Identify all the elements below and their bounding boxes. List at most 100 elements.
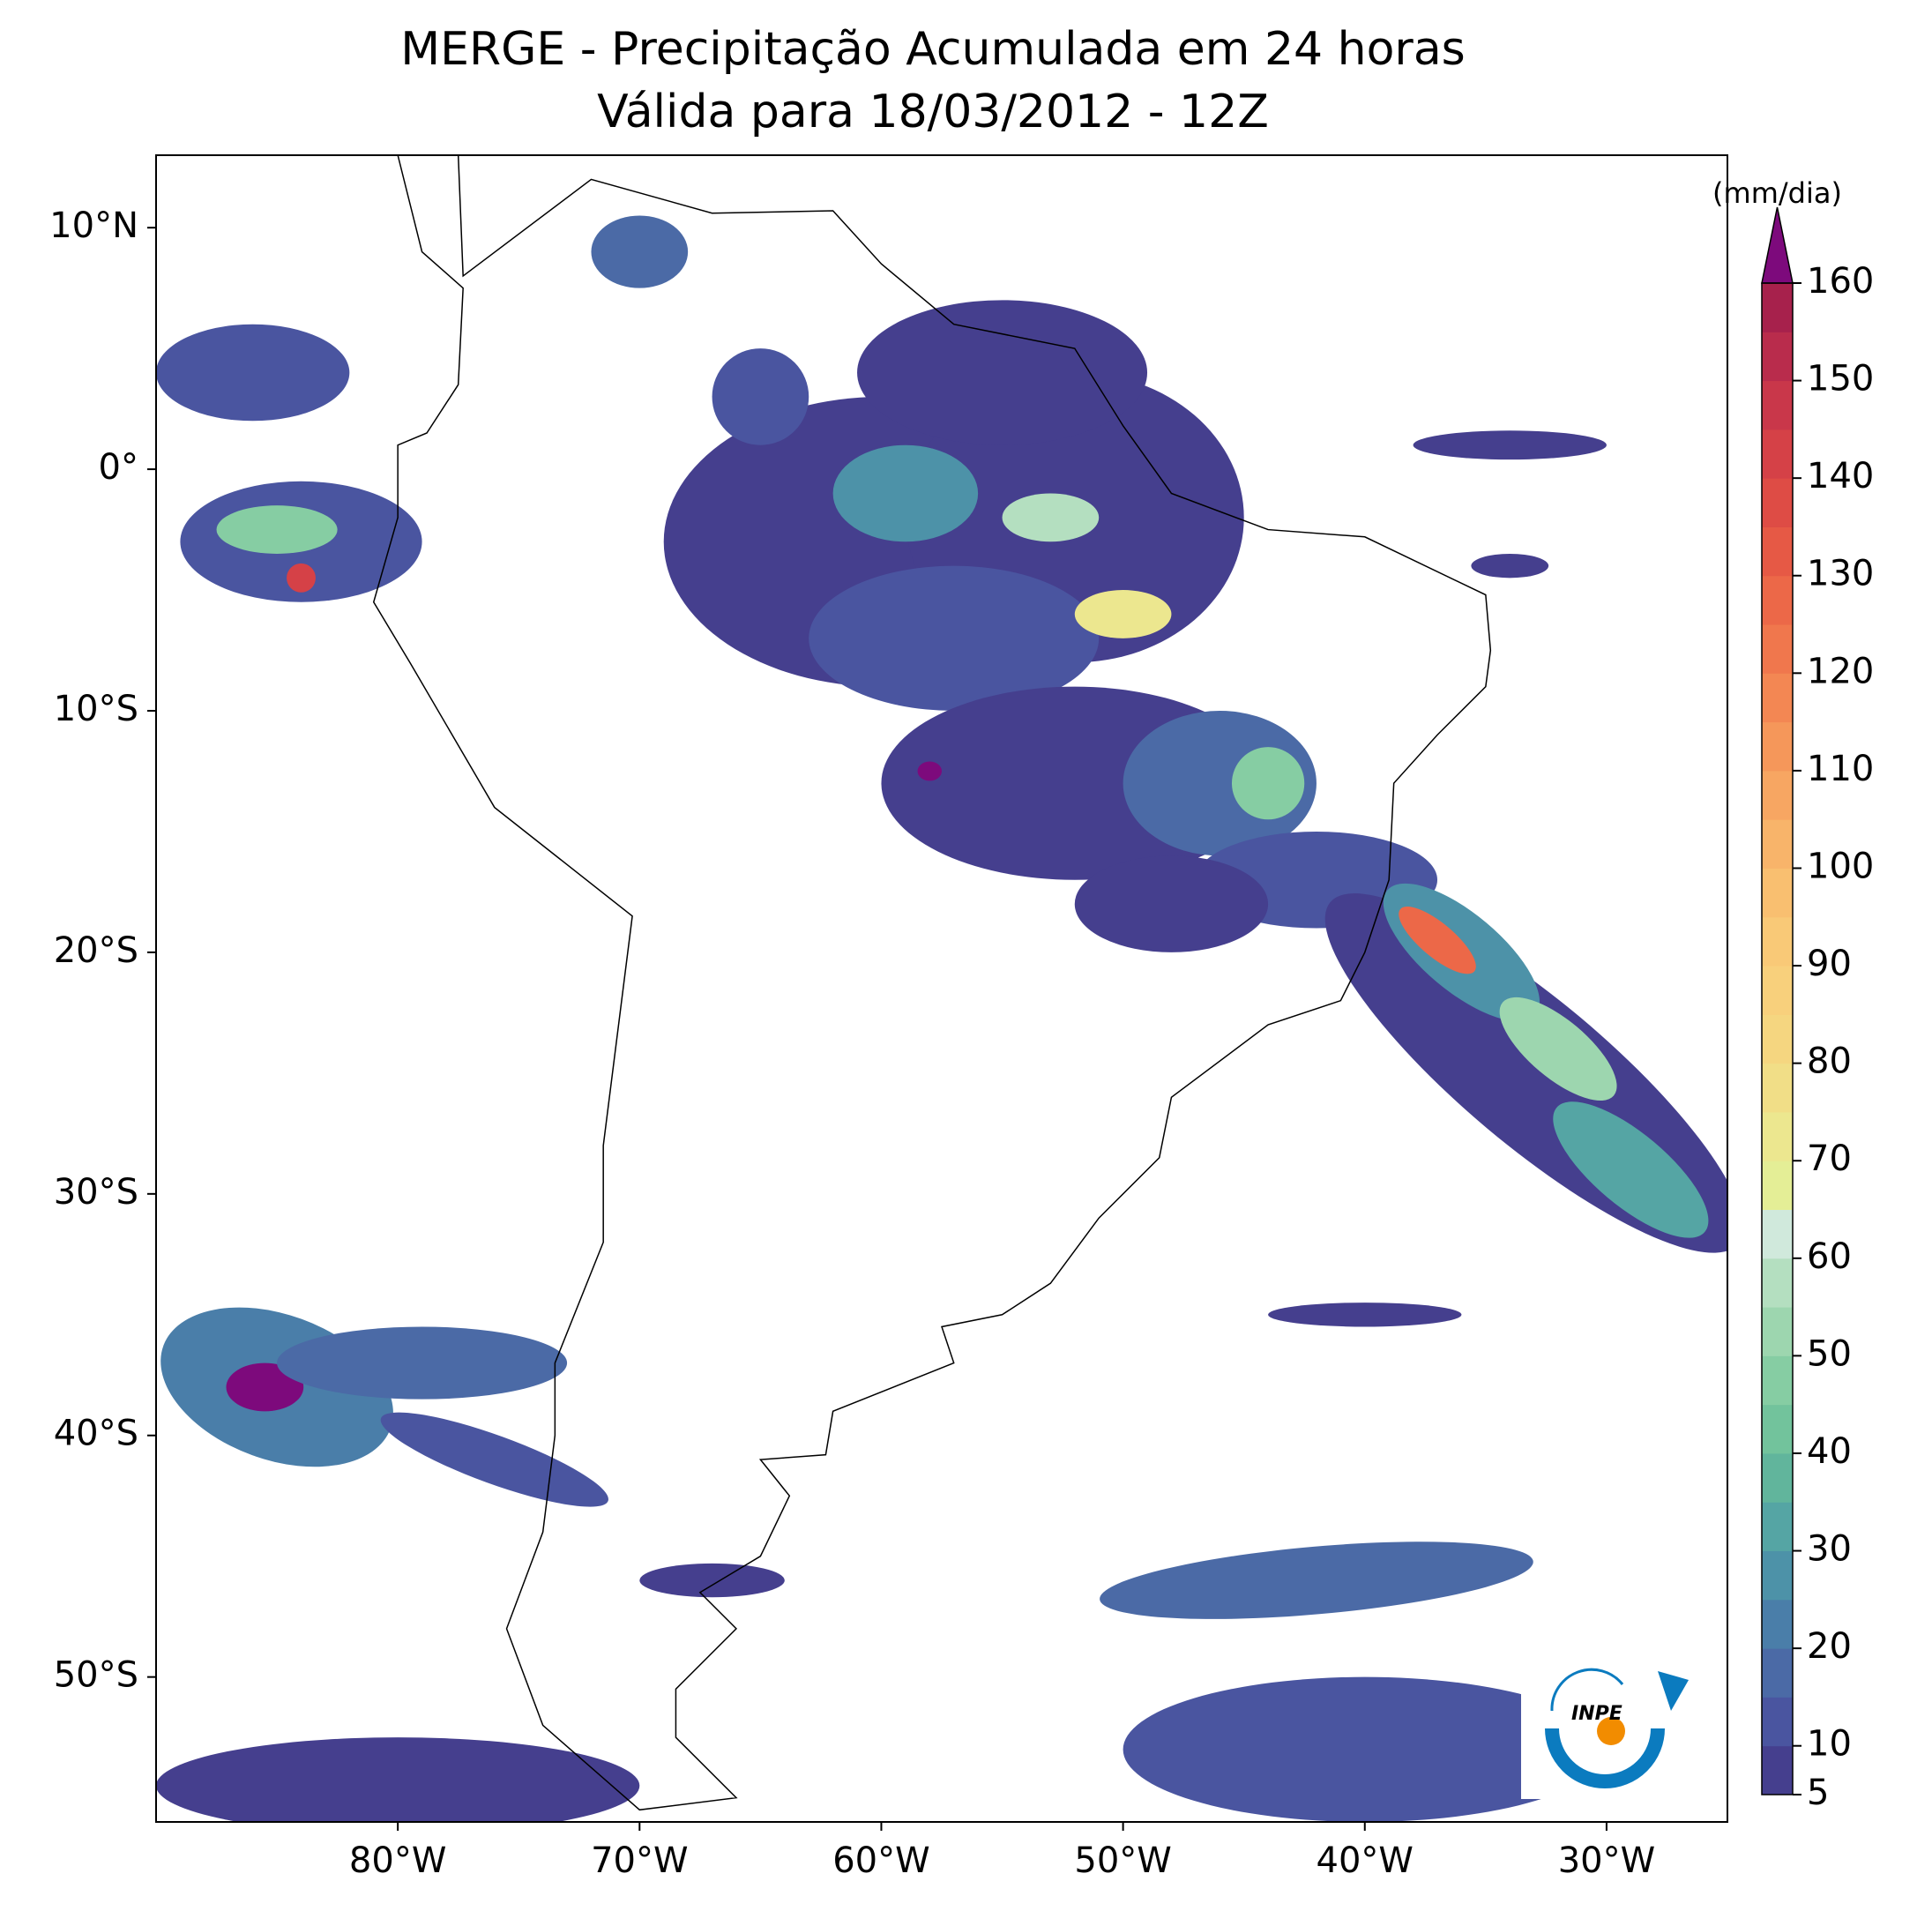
rain-area xyxy=(226,1362,304,1412)
colorbar-band xyxy=(1762,283,1793,332)
colorbar-tick-label: 60 xyxy=(1807,1236,1852,1277)
rain-area xyxy=(216,505,338,554)
map-frame xyxy=(155,154,1728,1823)
colorbar-tick-label: 30 xyxy=(1807,1529,1852,1570)
colorbar-frame xyxy=(1761,282,1794,1795)
colorbar-band xyxy=(1762,1258,1793,1308)
y-tick-label: 50°S xyxy=(54,1655,138,1696)
logo: INPE xyxy=(1521,1657,1725,1799)
rain-area xyxy=(380,1412,608,1507)
rain-area xyxy=(809,565,1100,712)
logo-text: INPE xyxy=(1571,1703,1622,1725)
y-tick-label: 0° xyxy=(99,447,138,488)
colorbar-band xyxy=(1762,1404,1793,1454)
colorbar-band xyxy=(1762,1648,1793,1698)
colorbar-tick-label: 100 xyxy=(1807,846,1874,886)
rain-area xyxy=(1123,1676,1607,1822)
rain-area xyxy=(277,1326,568,1400)
precipitation-field xyxy=(156,215,1727,1822)
rain-area xyxy=(1268,1303,1462,1327)
rain-area xyxy=(1231,747,1305,820)
y-tick-label: 30°S xyxy=(54,1172,138,1213)
colorbar-extend xyxy=(1761,206,1794,284)
coastline xyxy=(372,155,1492,1811)
colorbar-tick-label: 150 xyxy=(1807,359,1874,399)
rain-area xyxy=(1074,855,1269,952)
colorbar-band xyxy=(1762,1697,1793,1747)
rain-area xyxy=(1002,493,1100,542)
colorbar-tick-label: 50 xyxy=(1807,1333,1852,1374)
colorbar-band xyxy=(1762,332,1793,382)
colorbar-band xyxy=(1762,1063,1793,1113)
colorbar: 5 10 20 30 40 50 60 70 80 90 100 110 120 130 140 150 160… xyxy=(1712,176,1874,1813)
rain-area xyxy=(287,563,316,593)
rain-area xyxy=(1399,907,1476,974)
colorbar-band xyxy=(1762,1550,1793,1601)
colorbar-band xyxy=(1762,673,1793,723)
colorbar-band xyxy=(1762,770,1793,820)
colorbar-band xyxy=(1762,819,1793,869)
colorbar-tick-label: 80 xyxy=(1807,1041,1852,1082)
colorbar-band xyxy=(1762,624,1793,674)
rain-area xyxy=(712,348,809,445)
title: MERGE - Precipitação Acumulada em 24 hor… xyxy=(400,23,1466,76)
logo-arrow xyxy=(1658,1671,1689,1711)
colorbar-band xyxy=(1762,1452,1793,1503)
colorbar-tick-label: 160 xyxy=(1807,261,1874,302)
colorbar-band xyxy=(1762,966,1793,1015)
colorbar-tick-label: 10 xyxy=(1807,1724,1852,1765)
colorbar-band xyxy=(1762,916,1793,967)
rain-area xyxy=(156,1737,640,1822)
colorbar-tick-label: 70 xyxy=(1807,1138,1852,1179)
x-tick-label: 40°W xyxy=(1317,1840,1414,1881)
colorbar-band xyxy=(1762,1599,1793,1649)
axes: 80°W 70°W 60°W 50°W 40°W 30°W 10°N 0° 10°S 20°S 30… xyxy=(49,205,1655,1881)
colorbar-band xyxy=(1762,1502,1793,1552)
colorbar-tick-label: 40 xyxy=(1807,1431,1852,1472)
y-tick-label: 40°S xyxy=(54,1414,138,1454)
x-tick-label: 80°W xyxy=(349,1840,446,1881)
colorbar-band xyxy=(1762,429,1793,479)
rain-area xyxy=(1100,1541,1533,1619)
rain-area xyxy=(156,324,350,422)
colorbar-tick-label: 110 xyxy=(1807,749,1874,789)
rain-area xyxy=(591,215,689,288)
colorbar-tick-label: 5 xyxy=(1807,1773,1829,1813)
rain-area xyxy=(1324,893,1727,1253)
rain-area xyxy=(857,300,1148,445)
colorbar-tick-label: 20 xyxy=(1807,1626,1852,1667)
colorbar-band xyxy=(1762,1307,1793,1356)
logo-sun xyxy=(1597,1717,1625,1745)
colorbar-band xyxy=(1762,575,1793,625)
colorbar-band xyxy=(1762,1209,1793,1259)
rain-area xyxy=(1074,590,1172,638)
colorbar-tick-label: 140 xyxy=(1807,456,1874,496)
colorbar-tick-label: 90 xyxy=(1807,944,1852,984)
y-tick-label: 20°S xyxy=(54,930,138,971)
colorbar-band xyxy=(1762,1355,1793,1406)
subtitle: Válida para 18/03/2012 - 12Z xyxy=(597,86,1269,138)
rain-area xyxy=(1471,553,1549,579)
land-outline xyxy=(372,155,1492,1811)
rain-area xyxy=(639,1563,785,1598)
x-tick-label: 60°W xyxy=(832,1840,929,1881)
colorbar-band xyxy=(1762,1014,1793,1064)
colorbar-band xyxy=(1762,721,1793,772)
colorbar-label: (mm/dia) xyxy=(1712,176,1842,210)
logo-orbit xyxy=(1550,1668,1624,1712)
logo-arc xyxy=(1545,1728,1665,1788)
rain-area xyxy=(917,761,943,781)
colorbar-tick-label: 120 xyxy=(1807,651,1874,691)
colorbar-band xyxy=(1762,380,1793,430)
y-tick-label: 10°N xyxy=(49,205,138,246)
colorbar-band xyxy=(1762,526,1793,577)
x-tick-label: 50°W xyxy=(1074,1840,1171,1881)
colorbar-band xyxy=(1762,478,1793,527)
rain-area xyxy=(1499,997,1617,1101)
rain-area xyxy=(832,444,979,542)
x-tick-label: 30°W xyxy=(1558,1840,1655,1881)
x-tick-label: 70°W xyxy=(591,1840,688,1881)
colorbar-band xyxy=(1762,1745,1793,1795)
colorbar-band xyxy=(1762,868,1793,918)
